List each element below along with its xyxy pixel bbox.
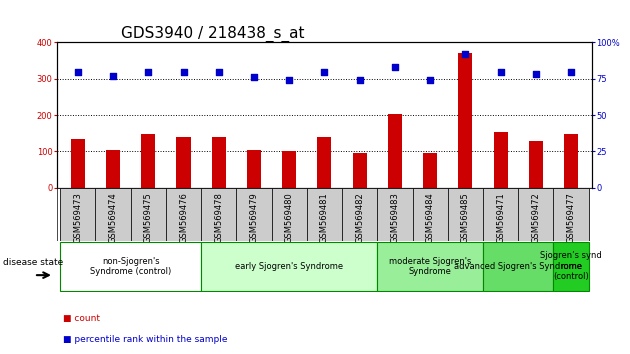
Bar [413, 188, 448, 241]
Bar [176, 137, 190, 188]
Bar [130, 188, 166, 241]
Bar [458, 53, 472, 188]
Bar [388, 114, 402, 188]
Bar [60, 242, 201, 291]
Bar [71, 139, 85, 188]
Bar [201, 242, 377, 291]
Bar [553, 242, 588, 291]
Point [143, 69, 153, 74]
Text: Sjogren’s synd
rome
(control): Sjogren’s synd rome (control) [540, 251, 602, 281]
Bar [493, 132, 508, 188]
Text: ■ percentile rank within the sample: ■ percentile rank within the sample [63, 335, 227, 344]
Bar [236, 188, 272, 241]
Bar [377, 242, 483, 291]
Point [425, 78, 435, 83]
Point [496, 69, 506, 74]
Bar [282, 152, 296, 188]
Bar [212, 137, 226, 188]
Text: GSM569475: GSM569475 [144, 192, 153, 242]
Text: moderate Sjogren's
Syndrome: moderate Sjogren's Syndrome [389, 257, 471, 276]
Bar [307, 188, 342, 241]
Point [214, 69, 224, 74]
Text: GSM569482: GSM569482 [355, 192, 364, 242]
Text: GSM569478: GSM569478 [214, 192, 223, 243]
Text: GSM569477: GSM569477 [566, 192, 576, 243]
Bar [423, 153, 437, 188]
Bar [588, 188, 592, 241]
Bar [166, 188, 201, 241]
Bar [60, 188, 96, 241]
Point [108, 73, 118, 79]
Bar [518, 188, 553, 241]
Bar [201, 188, 236, 241]
Text: GSM569479: GSM569479 [249, 192, 258, 242]
Text: GSM569485: GSM569485 [461, 192, 470, 242]
Text: GSM569480: GSM569480 [285, 192, 294, 242]
Point [531, 72, 541, 77]
Text: disease state: disease state [3, 258, 64, 267]
Text: non-Sjogren's
Syndrome (control): non-Sjogren's Syndrome (control) [90, 257, 171, 276]
Text: advanced Sjogren's Syndrome: advanced Sjogren's Syndrome [454, 262, 582, 271]
Text: GSM569473: GSM569473 [73, 192, 83, 243]
Point [284, 78, 294, 83]
Point [178, 69, 188, 74]
Bar [377, 188, 413, 241]
Point [73, 69, 83, 74]
Text: GSM569483: GSM569483 [391, 192, 399, 243]
Bar [96, 188, 130, 241]
Bar [553, 188, 588, 241]
Text: ■ count: ■ count [63, 314, 100, 323]
Text: GSM569476: GSM569476 [179, 192, 188, 243]
Bar [564, 134, 578, 188]
Text: GDS3940 / 218438_s_at: GDS3940 / 218438_s_at [121, 26, 304, 42]
Bar [141, 134, 156, 188]
Bar [318, 137, 331, 188]
Point [390, 64, 400, 70]
Text: GSM569481: GSM569481 [320, 192, 329, 242]
Bar [272, 188, 307, 241]
Bar [57, 188, 60, 241]
Text: GSM569484: GSM569484 [426, 192, 435, 242]
Bar [353, 153, 367, 188]
Text: GSM569474: GSM569474 [108, 192, 118, 242]
Text: early Sjogren's Syndrome: early Sjogren's Syndrome [235, 262, 343, 271]
Text: GSM569472: GSM569472 [531, 192, 541, 242]
Bar [529, 141, 543, 188]
Point [355, 78, 365, 83]
Point [461, 51, 471, 57]
Bar [247, 150, 261, 188]
Bar [342, 188, 377, 241]
Bar [483, 188, 518, 241]
Point [566, 69, 576, 74]
Bar [448, 188, 483, 241]
Bar [106, 150, 120, 188]
Text: GSM569471: GSM569471 [496, 192, 505, 242]
Point [249, 74, 259, 80]
Point [319, 69, 329, 74]
Bar [483, 242, 553, 291]
